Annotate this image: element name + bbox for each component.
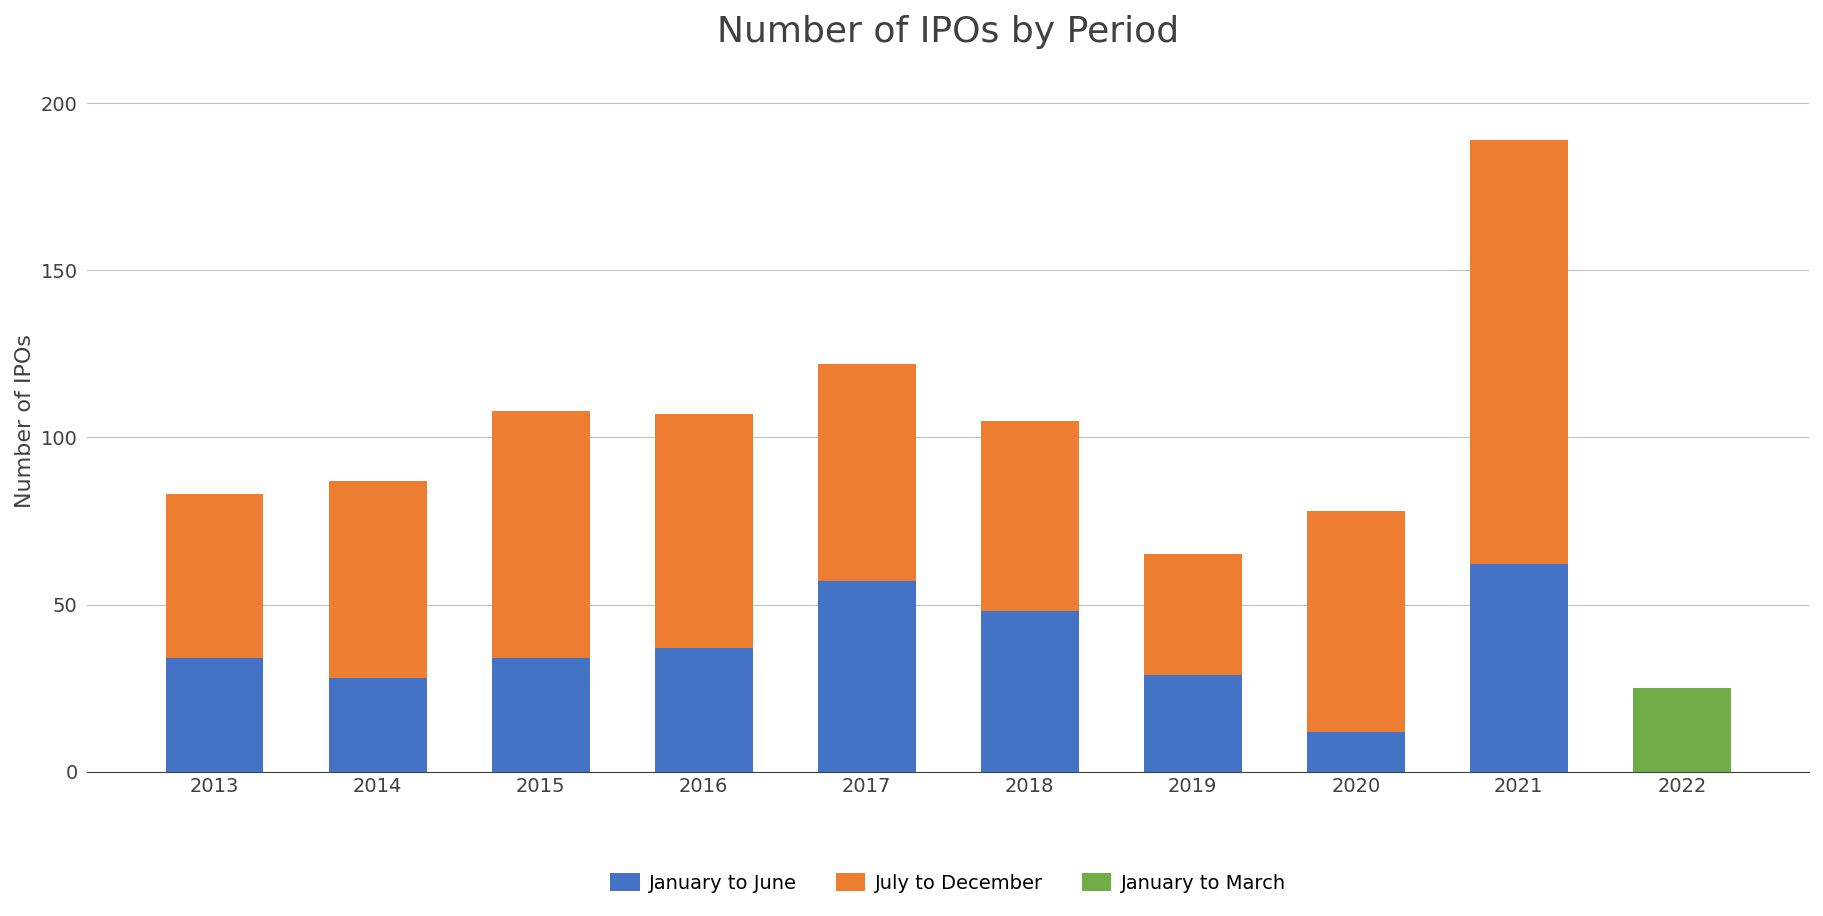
Title: Number of IPOs by Period: Number of IPOs by Period (716, 15, 1179, 49)
Bar (1632, 688, 1730, 771)
Bar (1305, 511, 1404, 732)
Bar (328, 481, 427, 678)
Bar (492, 658, 589, 771)
Legend: January to June, July to December, January to March: January to June, July to December, Janua… (602, 866, 1293, 900)
Bar (1143, 675, 1241, 771)
Bar (1469, 564, 1566, 771)
Bar (981, 611, 1077, 771)
Bar (1469, 140, 1566, 564)
Bar (492, 410, 589, 658)
Bar (328, 678, 427, 771)
Bar (654, 414, 753, 648)
Bar (166, 495, 263, 658)
Bar (817, 364, 915, 581)
Bar (654, 648, 753, 771)
Bar (817, 581, 915, 771)
Bar (166, 658, 263, 771)
Bar (981, 420, 1077, 611)
Bar (1143, 554, 1241, 675)
Y-axis label: Number of IPOs: Number of IPOs (15, 333, 35, 507)
Bar (1305, 732, 1404, 771)
